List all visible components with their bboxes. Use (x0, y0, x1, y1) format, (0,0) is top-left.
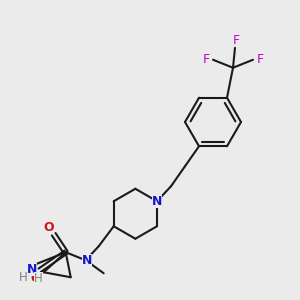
Text: N: N (152, 195, 162, 208)
Text: O: O (44, 221, 54, 234)
Text: H: H (19, 271, 28, 284)
Text: F: F (256, 53, 264, 66)
Text: N: N (26, 263, 37, 276)
Text: F: F (202, 53, 210, 66)
Text: F: F (232, 34, 240, 47)
Text: N: N (82, 254, 92, 267)
Text: H: H (34, 272, 43, 285)
Text: O: O (30, 272, 41, 285)
